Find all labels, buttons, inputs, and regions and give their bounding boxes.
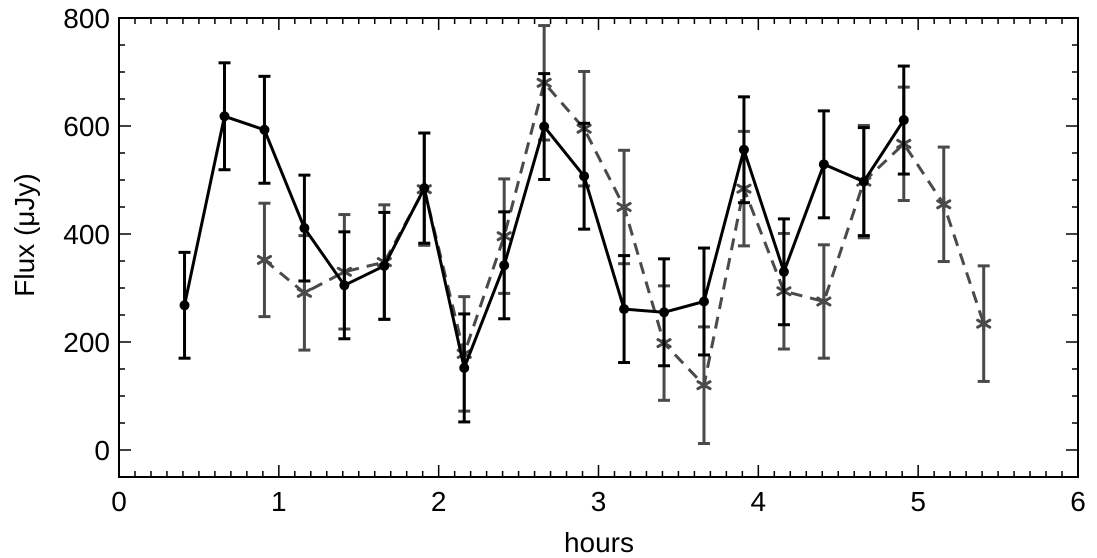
asterisk-stroke (296, 287, 312, 298)
data-point (579, 171, 590, 182)
y-tick-label: 600 (63, 111, 110, 142)
plot-frame (118, 17, 1079, 478)
asterisk-stroke (976, 318, 992, 329)
series-0 (178, 61, 910, 424)
asterisk-stroke (816, 296, 832, 307)
data-point (936, 195, 952, 213)
data-point (299, 223, 310, 234)
asterisk-stroke (256, 254, 273, 265)
data-point (419, 183, 430, 194)
y-tick-label: 400 (63, 219, 110, 250)
tick-labels: 0 1 2 3 4 5 6 0 200 400 600 800 (63, 3, 1086, 517)
y-tick-label: 0 (94, 435, 110, 466)
y-axis-title: Flux (μJy) (9, 173, 40, 296)
data-point (459, 362, 470, 373)
data-point (219, 111, 230, 122)
data-point (339, 280, 350, 291)
x-tick-label: 3 (591, 486, 607, 517)
data-point (499, 260, 510, 271)
data-point (616, 198, 632, 216)
data-point (259, 124, 270, 135)
y-tick-label: 200 (63, 327, 110, 358)
x-tick-label: 4 (751, 486, 767, 517)
x-axis-title: hours (564, 527, 634, 558)
x-tick-label: 6 (1070, 486, 1086, 517)
data-point (858, 176, 869, 187)
data-point (696, 376, 712, 394)
x-tick-label: 5 (910, 486, 926, 517)
asterisk-stroke (936, 199, 952, 210)
data-point (698, 296, 709, 307)
data-point (659, 307, 670, 318)
data-point (976, 315, 992, 333)
x-tick-label: 1 (271, 486, 287, 517)
data-point (296, 284, 312, 302)
data-point (738, 144, 749, 155)
data-point (898, 115, 909, 126)
data-point (379, 260, 390, 271)
data-point (816, 293, 832, 310)
data-point (778, 266, 789, 277)
series-1 (256, 24, 992, 446)
y-tick-label: 800 (63, 3, 110, 34)
data-point (539, 121, 550, 132)
asterisk-stroke (696, 380, 712, 391)
data-point (818, 159, 829, 170)
axis-ticks (118, 17, 1079, 477)
data-point (619, 304, 630, 315)
data-series (178, 24, 992, 446)
x-tick-label: 0 (111, 486, 127, 517)
data-point (179, 300, 190, 311)
asterisk-stroke (616, 202, 632, 212)
data-point (256, 251, 273, 269)
x-tick-label: 2 (431, 486, 447, 517)
